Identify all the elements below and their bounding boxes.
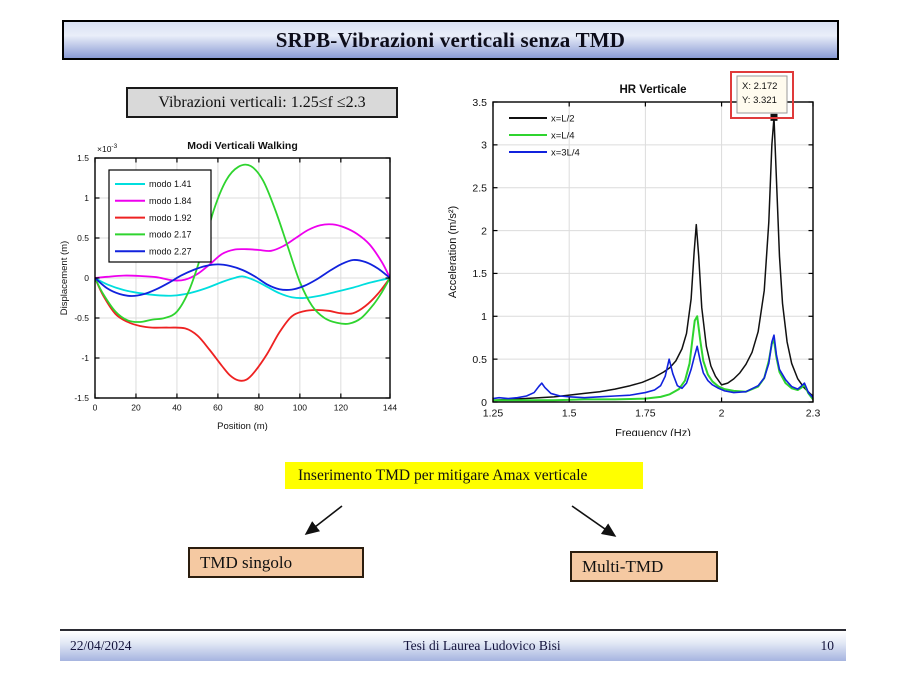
left-chart-modi-verticali: 0 20 40 60 80 100 120 144 -1.5 -1 -0.5 0 0.5 1 1.5 Modi… — [59, 140, 397, 432]
x-tick-label: 120 — [334, 403, 348, 413]
y-tick-label: 0 — [84, 273, 89, 283]
y-axis-label: Displacement (m) — [59, 241, 70, 315]
x-tick-label: 20 — [131, 403, 141, 413]
series-modo 1.92 — [95, 277, 390, 382]
slide-title-bar: SRPB-Vibrazioni verticali senza TMD — [62, 20, 839, 60]
x-tick-label: 1.25 — [483, 408, 504, 420]
datatip-text: Y: 3.321 — [742, 95, 777, 106]
y-tick-label: 0 — [481, 397, 487, 409]
series-x=3L/4 — [493, 334, 813, 400]
option-tmd-singolo: TMD singolo — [188, 547, 364, 578]
x-tick-label: 144 — [383, 403, 397, 413]
plot-series — [493, 116, 813, 402]
flow-arrows — [304, 505, 617, 537]
action-label: Inserimento TMD per mitigare Amax vertic… — [285, 462, 643, 489]
x-tick-label: 60 — [213, 403, 223, 413]
arrow-to-tmd-singolo — [304, 505, 343, 535]
legend-label: modo 1.84 — [149, 196, 192, 206]
option-multi-tmd: Multi-TMD — [570, 551, 718, 582]
y-tick-label: 1 — [84, 193, 89, 203]
arrow-to-multi-tmd — [571, 505, 617, 537]
series-modo 1.84 — [95, 223, 390, 282]
legend-label: modo 2.27 — [149, 246, 192, 256]
x-axis-label: Position (m) — [217, 421, 268, 432]
x-tick-label: 0 — [93, 403, 98, 413]
x-tick-label: 1.5 — [562, 408, 577, 420]
legend-label: x=3L/4 — [551, 147, 580, 158]
chart-title: HR Verticale — [619, 84, 686, 96]
y-tick-label: 3.5 — [472, 97, 487, 109]
y-tick-label: 0.5 — [472, 354, 487, 366]
x-tick-label: 2.3 — [806, 408, 821, 420]
y-tick-label: -0.5 — [74, 313, 89, 323]
datatip-highlight — [730, 71, 794, 119]
constraint-label: Vibrazioni verticali: 1.25≤f ≤2.3 — [126, 87, 398, 118]
slide-title: SRPB-Vibrazioni verticali senza TMD — [275, 27, 626, 52]
y-tick-label: 1.5 — [472, 268, 487, 280]
y-tick-label: 2.5 — [472, 182, 487, 194]
plot-series — [95, 163, 390, 382]
legend-box — [108, 169, 212, 263]
datatip-text: X: 2.172 — [742, 81, 777, 92]
plot-box — [492, 101, 814, 403]
chart-title: Modi Verticali Walking — [187, 140, 297, 152]
y-tick-label: 1.5 — [77, 153, 89, 163]
legend-label: x=L/2 — [551, 113, 575, 124]
y-tick-label: -1.5 — [74, 393, 89, 403]
y-tick-label: 3 — [481, 140, 487, 152]
footer-date: 22/04/2024 — [70, 638, 132, 653]
y-tick-label: 1 — [481, 311, 487, 323]
footer-page-number: 10 — [820, 638, 835, 653]
legend-label: modo 1.41 — [149, 179, 192, 189]
footer-title: Tesi di Laurea Ludovico Bisi — [403, 638, 561, 653]
y-tick-label: 0.5 — [77, 233, 89, 243]
y-tick-label: -1 — [81, 353, 89, 363]
x-tick-label: 100 — [293, 403, 307, 413]
right-chart-hr-verticale: 1.25 1.5 1.75 2 2.3 0 0.5 1 1.5 2 2.5 3 3.5 HR Vertic… — [447, 71, 821, 437]
x-axis-label: Frequency (Hz) — [615, 428, 691, 437]
x-tick-label: 2 — [719, 408, 725, 420]
y-axis-multiplier: ×10-3 — [97, 143, 118, 154]
x-tick-label: 80 — [254, 403, 264, 413]
series-modo 2.27 — [95, 259, 390, 297]
slide-footer: 22/04/2024 Tesi di Laurea Ludovico Bisi … — [60, 629, 846, 661]
series-x=L/4 — [493, 315, 813, 402]
legend-label: modo 2.17 — [149, 230, 192, 240]
datatip-box — [736, 75, 788, 114]
series-x=L/2 — [493, 116, 813, 402]
legend-label: modo 1.92 — [149, 213, 192, 223]
x-tick-label: 40 — [172, 403, 182, 413]
legend-label: x=L/4 — [551, 130, 575, 141]
x-tick-label: 1.75 — [635, 408, 656, 420]
series-modo 2.17 — [95, 163, 390, 325]
y-axis-label: Acceleration (m/s²) — [447, 206, 459, 298]
y-tick-label: 2 — [481, 225, 487, 237]
